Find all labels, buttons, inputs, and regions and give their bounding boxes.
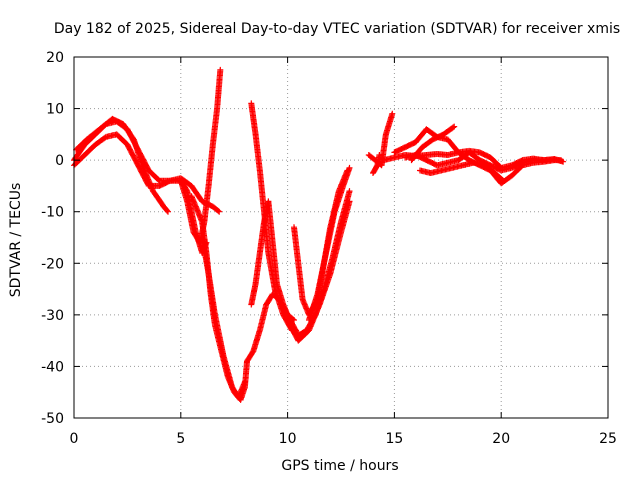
- series-track-10: [284, 198, 353, 344]
- y-tick-label: 20: [46, 50, 64, 66]
- data-point: [346, 164, 353, 171]
- data-point: [500, 177, 507, 184]
- x-axis-label: GPS time / hours: [281, 458, 398, 474]
- data-point: [346, 188, 353, 195]
- series-track-12: [306, 164, 353, 323]
- data-point: [551, 156, 558, 163]
- series-track-19: [408, 123, 458, 164]
- data-point: [164, 207, 171, 214]
- y-tick-label: -10: [41, 205, 64, 221]
- data-point: [450, 124, 457, 131]
- axis-ticks: 0 5 10 15 20 25 -50 -40 -30 -20 -10 0 10 20: [41, 50, 617, 447]
- series-track-14: [370, 152, 383, 176]
- chart-title: Day 182 of 2025, Sidereal Day-to-day VTE…: [54, 21, 620, 37]
- series-track-4: [177, 66, 224, 246]
- data-point: [346, 198, 353, 205]
- y-tick-label: -20: [41, 256, 64, 272]
- data-point: [215, 207, 222, 214]
- data-point: [217, 66, 224, 73]
- x-tick-label: 20: [492, 431, 510, 447]
- data-point: [165, 208, 171, 215]
- x-tick-label: 0: [70, 431, 79, 447]
- data-point: [376, 152, 383, 158]
- series-track-8: [248, 198, 297, 323]
- series-track-18: [417, 159, 507, 184]
- data-series: [71, 66, 567, 403]
- x-tick-label: 25: [599, 431, 617, 447]
- y-tick-label: -30: [41, 308, 64, 324]
- series-track-5: [188, 193, 250, 403]
- x-tick-label: 15: [385, 431, 403, 447]
- y-tick-label: 0: [55, 153, 64, 169]
- y-tick-label: 10: [46, 102, 64, 118]
- grid-lines: [74, 57, 608, 418]
- data-point: [451, 123, 458, 130]
- series-track-7: [248, 100, 300, 334]
- data-point: [558, 157, 564, 164]
- y-tick-label: -40: [41, 359, 64, 375]
- y-axis-label: SDTVAR / TECUs: [8, 183, 24, 298]
- data-point: [499, 176, 506, 183]
- series-track-2: [73, 115, 171, 215]
- x-tick-label: 10: [279, 431, 297, 447]
- series-track-17: [402, 149, 558, 174]
- y-tick-label: -50: [41, 411, 64, 427]
- series-track-6: [199, 234, 248, 401]
- plot-area-border: [73, 56, 609, 419]
- data-point: [216, 208, 223, 215]
- data-point: [241, 378, 248, 385]
- data-point: [389, 110, 396, 117]
- x-tick-label: 5: [176, 431, 185, 447]
- series-track-3: [71, 131, 210, 256]
